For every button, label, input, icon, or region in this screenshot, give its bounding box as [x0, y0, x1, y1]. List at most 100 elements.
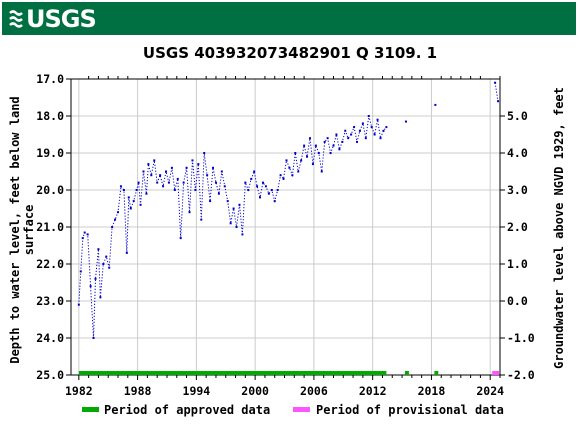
- y-tick-label-left: 25.0: [36, 368, 64, 382]
- data-point: [159, 174, 162, 177]
- data-point: [86, 233, 89, 236]
- data-point: [79, 270, 82, 273]
- x-tick-label: 1988: [124, 384, 152, 398]
- data-point: [232, 207, 235, 210]
- data-point: [358, 129, 361, 132]
- data-point: [97, 248, 100, 251]
- data-point: [497, 100, 500, 103]
- data-point: [92, 337, 95, 339]
- data-point: [434, 103, 437, 106]
- data-point: [223, 185, 226, 188]
- data-point: [194, 189, 197, 191]
- legend-provisional-swatch: [293, 407, 310, 412]
- data-point: [364, 137, 367, 140]
- x-tick-label: 2000: [241, 384, 269, 398]
- data-point: [119, 185, 122, 188]
- data-point: [182, 181, 185, 184]
- x-tick-label: 1994: [183, 384, 211, 398]
- data-point: [105, 255, 108, 258]
- data-point: [170, 166, 173, 169]
- data-point: [244, 181, 247, 184]
- data-point: [212, 166, 215, 169]
- data-point: [341, 140, 344, 143]
- data-point: [370, 126, 373, 129]
- data-point: [238, 203, 241, 206]
- data-point: [147, 163, 150, 166]
- data-point: [114, 218, 117, 221]
- data-point: [83, 231, 86, 234]
- data-point: [338, 148, 341, 151]
- data-point: [288, 166, 291, 169]
- data-point: [264, 185, 267, 188]
- data-point: [335, 133, 338, 136]
- data-point: [137, 181, 140, 184]
- data-point: [142, 170, 145, 173]
- legend-provisional-label: Period of provisional data: [316, 403, 504, 417]
- data-point: [94, 277, 97, 280]
- y-tick-label-right: 1.0: [507, 257, 528, 271]
- axis-ticks: 17.0 18.0 19.0 20.0 21.0 22.0 23.0 24.0 25.0 5.0 4…: [36, 72, 534, 398]
- y-axis-label-left: Depth to water level, feet below land su…: [8, 96, 36, 363]
- y-axis-label-left-line2: surface: [22, 205, 36, 256]
- data-point: [270, 189, 273, 191]
- data-point: [294, 152, 297, 154]
- data-point: [127, 196, 130, 199]
- grid-lines: [71, 78, 500, 376]
- data-point: [167, 181, 170, 184]
- x-tick-label: 2012: [359, 384, 387, 398]
- data-point: [247, 189, 250, 191]
- data-point: [117, 211, 120, 214]
- data-point: [89, 285, 92, 288]
- data-point: [203, 152, 206, 154]
- data-point: [108, 266, 111, 269]
- series-line-segment: [494, 82, 499, 102]
- data-point: [145, 192, 148, 195]
- data-point: [165, 170, 168, 173]
- data-point: [273, 200, 276, 203]
- data-point: [379, 137, 382, 140]
- data-point: [179, 237, 182, 240]
- data-point: [326, 137, 329, 140]
- y-tick-label-left: 21.0: [36, 220, 64, 234]
- data-point: [129, 207, 132, 210]
- data-point: [404, 120, 407, 123]
- data-point: [226, 200, 229, 203]
- data-point: [300, 159, 303, 162]
- data-point: [99, 296, 102, 299]
- data-point: [314, 144, 317, 147]
- data-point: [259, 196, 262, 199]
- y-tick-label-right: 3.0: [507, 183, 528, 197]
- data-point: [77, 303, 80, 306]
- data-point: [176, 177, 179, 180]
- data-point: [382, 129, 385, 132]
- data-point: [188, 211, 191, 214]
- data-point: [217, 192, 220, 195]
- data-point: [303, 144, 306, 147]
- data-point: [494, 81, 497, 84]
- data-point: [329, 152, 332, 154]
- x-tick-label: 2024: [476, 384, 504, 398]
- data-point: [150, 174, 153, 177]
- data-point: [291, 174, 294, 177]
- legend-approved-swatch: [82, 407, 99, 412]
- y-tick-label-right: 2.0: [507, 220, 528, 234]
- y-tick-label-right: 4.0: [507, 146, 528, 160]
- data-point: [317, 152, 320, 154]
- data-point: [261, 181, 264, 184]
- data-point: [191, 159, 194, 162]
- data-point: [197, 163, 200, 166]
- data-point: [285, 159, 288, 162]
- data-point: [373, 133, 376, 136]
- x-tick-label: 2018: [418, 384, 446, 398]
- approved-period-bar: [404, 371, 409, 375]
- data-point: [125, 251, 128, 254]
- data-point: [350, 133, 353, 136]
- usgs-banner: USGS: [2, 2, 576, 35]
- data-point: [279, 174, 282, 177]
- approved-period-bar: [434, 371, 439, 375]
- usgs-logo-text: USGS: [26, 5, 97, 33]
- chart-title: USGS 403932073482901 Q 3109. 1: [142, 44, 438, 62]
- data-point: [162, 185, 165, 188]
- data-point: [306, 155, 309, 158]
